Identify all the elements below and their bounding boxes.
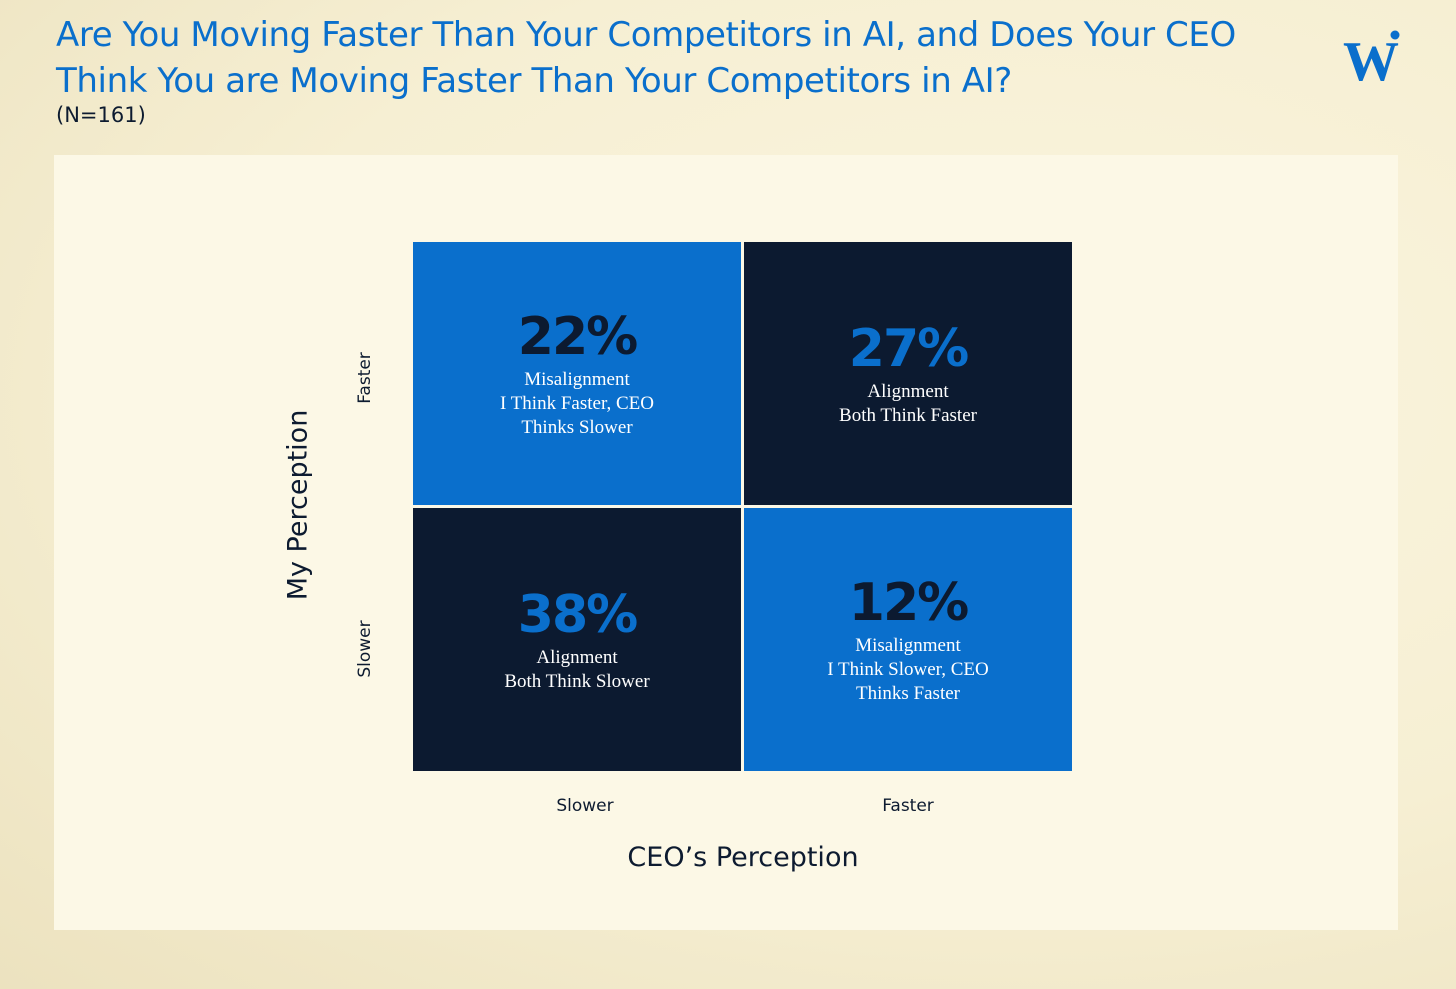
y-tick-faster: Faster <box>355 352 375 404</box>
y-axis-title: My Perception <box>282 409 314 601</box>
quadrant-label-line: Both Think Slower <box>504 670 650 692</box>
quadrant-label-line: I Think Slower, CEO <box>827 658 989 680</box>
quadrant-label-line: Both Think Faster <box>839 404 977 426</box>
chart-title: Are You Moving Faster Than Your Competit… <box>56 15 1236 101</box>
quadrant-cell: 38% Alignment Both Think Slower <box>413 508 741 771</box>
y-tick-slower: Slower <box>355 620 375 678</box>
quadrant-label: Alignment Both Think Faster <box>839 380 977 428</box>
quadrant-label-line: Misalignment <box>524 368 630 390</box>
sample-size: (N=161) <box>56 103 146 127</box>
quadrant-label-line: I Think Faster, CEO <box>499 392 655 414</box>
quadrant-label-line: Alignment <box>536 646 618 668</box>
quadrant-label: Misalignment I Think Slower, CEO Thinks Fa… <box>827 634 988 706</box>
quadrant-label: Misalignment I Think Faster, CEO Thinks Sl… <box>500 368 654 440</box>
quadrant-value: 27% <box>848 318 969 379</box>
quadrant-label-line: Misalignment <box>855 634 961 656</box>
quadrant-value: 22% <box>517 306 638 367</box>
svg-text:W: W <box>1343 31 1399 88</box>
x-axis-title: CEO’s Perception <box>627 842 859 873</box>
quadrant-value: 12% <box>848 572 969 633</box>
quadrant-label-line: Thinks Slower <box>521 416 633 438</box>
quadrant-label-line: Alignment <box>867 380 949 402</box>
quadrant-label: Alignment Both Think Slower <box>504 646 649 694</box>
quadrant-cell: 12% Misalignment I Think Slower, CEO Thinks… <box>744 508 1072 771</box>
x-tick-slower: Slower <box>556 796 614 816</box>
x-tick-faster: Faster <box>882 796 934 816</box>
w-logo-icon: W <box>1343 30 1400 88</box>
quadrant-cell: 22% Misalignment I Think Faster, CEO Thinks… <box>413 242 741 505</box>
quadrant-cell: 27% Alignment Both Think Faster <box>744 242 1072 505</box>
quadrant-value: 38% <box>517 584 638 645</box>
quadrant-label-line: Thinks Faster <box>856 682 960 704</box>
